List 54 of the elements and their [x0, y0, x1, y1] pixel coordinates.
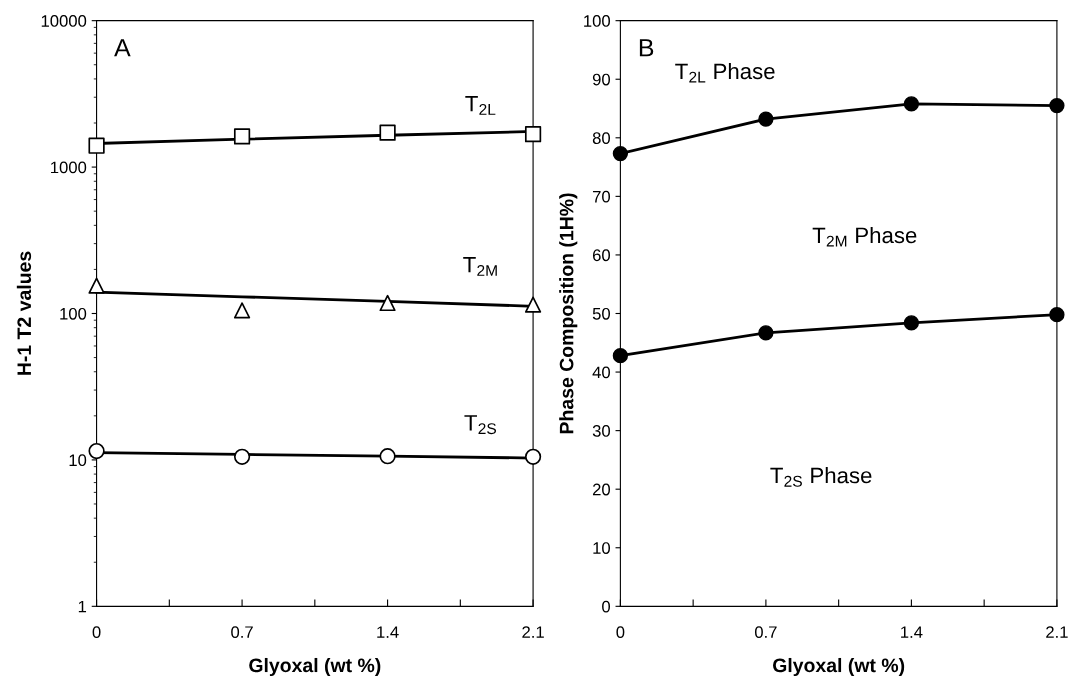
- point: [903, 96, 920, 112]
- y-tick-label: 50: [592, 307, 611, 320]
- y-tick-label: 1: [78, 600, 87, 613]
- y-tick-label: 30: [592, 425, 611, 437]
- point: [233, 128, 251, 145]
- y-tick-label: 40: [592, 366, 611, 379]
- annotation: T$_{2L}$ Phase: [675, 62, 775, 83]
- x-axis-title: Glyoxal (wt %): [249, 657, 381, 677]
- annotation: T$_{2L}$: [465, 96, 496, 115]
- y-axis-title: Phase Composition (1H%): [559, 193, 578, 434]
- point: [524, 125, 542, 143]
- point: [612, 145, 629, 162]
- y-tick-label: 80: [592, 132, 611, 144]
- x-tick-label: 2.1: [1046, 626, 1068, 638]
- point: [88, 137, 105, 154]
- y-tick-label: 1000: [51, 161, 87, 174]
- y-tick-label: 10: [69, 454, 87, 467]
- x-tick-label: 1.4: [377, 626, 399, 638]
- y-tick-label: 90: [592, 73, 611, 86]
- x-tick-label: 0.7: [231, 626, 253, 639]
- annotation: T$_{2S}$: [464, 415, 497, 435]
- y-tick-label: 20: [592, 483, 611, 496]
- x-tick-label: 0: [616, 626, 625, 639]
- point: [758, 325, 774, 341]
- x-tick-label: 2.1: [522, 626, 544, 638]
- annotation: A: [114, 39, 131, 57]
- point: [612, 348, 629, 364]
- y-tick-label: 100: [60, 307, 87, 320]
- point: [233, 448, 251, 465]
- y-axis-title: H-1 T2 values: [16, 251, 32, 375]
- y-tick-label: 100: [584, 15, 611, 27]
- x-tick-label: 0: [92, 626, 101, 639]
- point: [903, 315, 920, 331]
- y-tick-label: 10: [593, 542, 611, 554]
- x-tick-label: 1.4: [901, 626, 923, 638]
- point: [758, 111, 774, 127]
- y-tick-label: 60: [592, 249, 611, 262]
- y-tick-label: 0: [602, 600, 611, 613]
- annotation: T$_{2M}$: [463, 257, 497, 276]
- annotation: T$_{2M}$ Phase: [812, 226, 917, 247]
- y-tick-label: 70: [592, 190, 611, 203]
- point: [88, 442, 105, 460]
- point: [379, 448, 396, 465]
- x-axis-title: Glyoxal (wt %): [773, 657, 905, 677]
- point: [524, 448, 542, 465]
- point: [379, 124, 396, 141]
- x-tick-label: 0.7: [754, 626, 777, 639]
- y-tick-label: 10000: [41, 15, 87, 27]
- point: [233, 302, 251, 319]
- annotation: T$_{2S}$ Phase: [770, 467, 872, 487]
- point: [524, 296, 542, 313]
- point: [88, 277, 105, 294]
- point: [379, 294, 396, 312]
- annotation: B: [639, 39, 654, 57]
